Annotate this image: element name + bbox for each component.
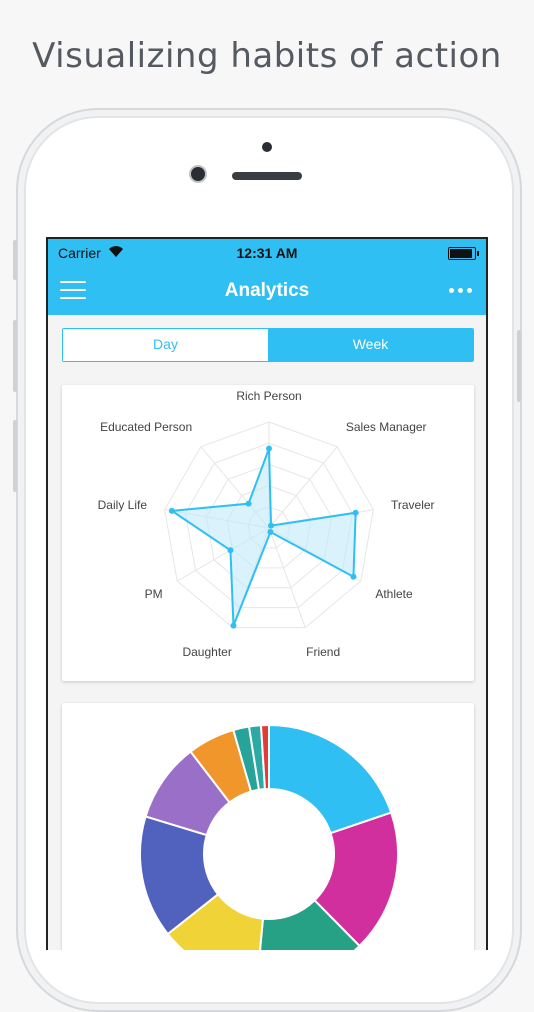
donut-chart xyxy=(139,723,399,950)
navigation-bar: Analytics xyxy=(48,267,486,315)
radar-chart-card: Rich Person Sales Manager Traveler Athlete F… xyxy=(62,385,474,681)
radar-axis-label: Friend xyxy=(306,645,340,659)
radar-point-pm[interactable] xyxy=(227,547,234,554)
volume-down-button xyxy=(13,420,17,492)
earpiece-speaker xyxy=(232,172,302,180)
radar-chart: Rich Person Sales Manager Traveler Athlete F… xyxy=(98,389,435,659)
radar-point-sales-manager[interactable] xyxy=(268,522,275,529)
radar-axis-label: Rich Person xyxy=(236,389,301,403)
tab-week[interactable]: Week xyxy=(268,329,473,361)
more-dots-icon[interactable] xyxy=(449,288,472,293)
phone-screen: Carrier 12:31 AM Analytics Day Week Rich… xyxy=(46,237,488,950)
day-week-toggle: Day Week xyxy=(62,328,474,362)
battery-icon xyxy=(448,247,479,260)
page-title: Analytics xyxy=(224,280,310,301)
status-time: 12:31 AM xyxy=(236,245,298,261)
donut-slice-10[interactable] xyxy=(259,723,270,791)
radar-axis-label: Daughter xyxy=(182,645,231,659)
tab-day[interactable]: Day xyxy=(63,329,268,361)
wifi-icon xyxy=(109,246,123,257)
radar-point-friend[interactable] xyxy=(267,528,274,535)
proximity-sensor xyxy=(262,142,272,152)
donut-slice-1[interactable] xyxy=(268,723,393,835)
radar-axis-label: Traveler xyxy=(391,498,435,512)
hamburger-menu-icon[interactable] xyxy=(60,281,86,301)
radar-point-educated-person[interactable] xyxy=(245,500,252,507)
radar-spoke xyxy=(268,446,338,529)
radar-axis-label: Athlete xyxy=(375,587,413,601)
radar-grid-ring xyxy=(184,442,354,609)
donut-slice-3[interactable] xyxy=(257,898,361,950)
radar-axis-label: PM xyxy=(145,587,163,601)
headline: Visualizing habits of action xyxy=(32,36,502,76)
radar-axis-label: Sales Manager xyxy=(346,420,427,434)
mute-switch xyxy=(13,240,17,280)
radar-spoke xyxy=(268,527,306,628)
radar-grid-ring xyxy=(205,463,333,589)
donut-chart-card xyxy=(62,703,474,950)
radar-series-area xyxy=(169,448,357,626)
radar-point-athlete[interactable] xyxy=(350,573,357,580)
volume-up-button xyxy=(13,320,17,392)
front-camera-icon xyxy=(191,167,205,181)
radar-point-daughter[interactable] xyxy=(230,622,237,629)
radar-point-daily-life[interactable] xyxy=(168,507,175,514)
donut-slice-2[interactable] xyxy=(313,811,399,948)
power-button xyxy=(517,330,521,402)
status-bar: Carrier 12:31 AM xyxy=(48,239,486,267)
radar-axis-label: Daily Life xyxy=(98,498,148,512)
radar-point-traveler[interactable] xyxy=(352,509,359,516)
radar-point-rich-person[interactable] xyxy=(266,445,272,452)
radar-grid-ring xyxy=(164,421,374,629)
radar-axis-label: Educated Person xyxy=(100,420,192,434)
carrier-label: Carrier xyxy=(58,245,101,261)
